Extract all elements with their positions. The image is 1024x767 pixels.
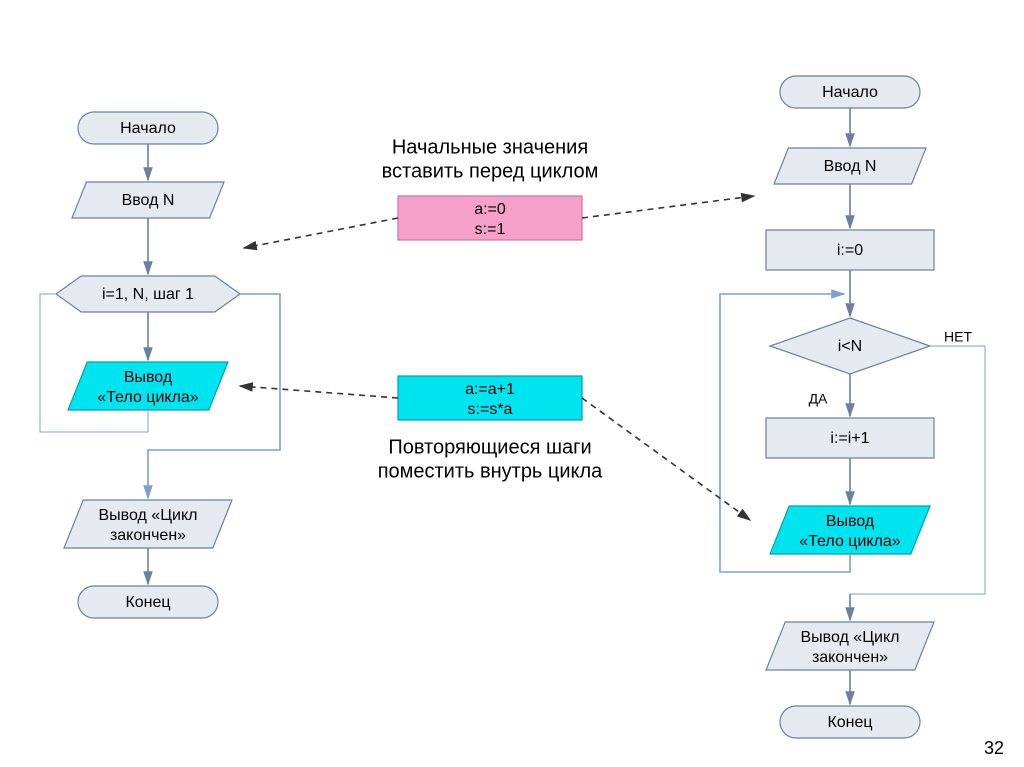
svg-text:Конец: Конец [125,594,170,611]
svg-text:Ввод N: Ввод N [122,192,175,209]
svg-text:Вывод: Вывод [826,513,875,530]
svg-text:i:=0: i:=0 [837,242,863,259]
svg-text:Начальные значения: Начальные значения [392,136,588,158]
svg-text:Вывод «Цикл: Вывод «Цикл [800,629,899,646]
svg-text:i<N: i<N [838,338,862,355]
svg-text:Вывод «Цикл: Вывод «Цикл [98,507,197,524]
svg-text:a:=a+1: a:=a+1 [465,381,515,398]
svg-text:s:=1: s:=1 [475,221,506,238]
svg-text:i=1, N, шаг 1: i=1, N, шаг 1 [102,286,194,303]
svg-text:поместить внутрь цикла: поместить внутрь цикла [378,460,603,482]
svg-text:Повторяющиеся шаги: Повторяющиеся шаги [388,436,591,458]
svg-text:s:=s*a: s:=s*a [468,401,513,418]
svg-text:Начало: Начало [120,120,176,137]
svg-text:закончен»: закончен» [110,527,186,544]
svg-text:a:=0: a:=0 [474,201,506,218]
svg-text:НЕТ: НЕТ [944,329,972,345]
flowchart-canvas: Начало Ввод N i=1, N, шаг 1 Вывод «Тело цикл… [0,0,1024,767]
svg-text:Конец: Конец [827,714,872,731]
svg-text:закончен»: закончен» [812,649,888,666]
svg-text:32: 32 [984,738,1004,758]
svg-text:«Тело цикла»: «Тело цикла» [799,533,901,550]
svg-text:вставить перед циклом: вставить перед циклом [382,160,599,182]
svg-text:Ввод N: Ввод N [824,158,877,175]
svg-text:Вывод: Вывод [124,369,173,386]
svg-text:ДА: ДА [809,391,828,407]
svg-text:Начало: Начало [822,84,878,101]
svg-text:«Тело цикла»: «Тело цикла» [97,389,199,406]
svg-text:i:=i+1: i:=i+1 [830,430,869,447]
